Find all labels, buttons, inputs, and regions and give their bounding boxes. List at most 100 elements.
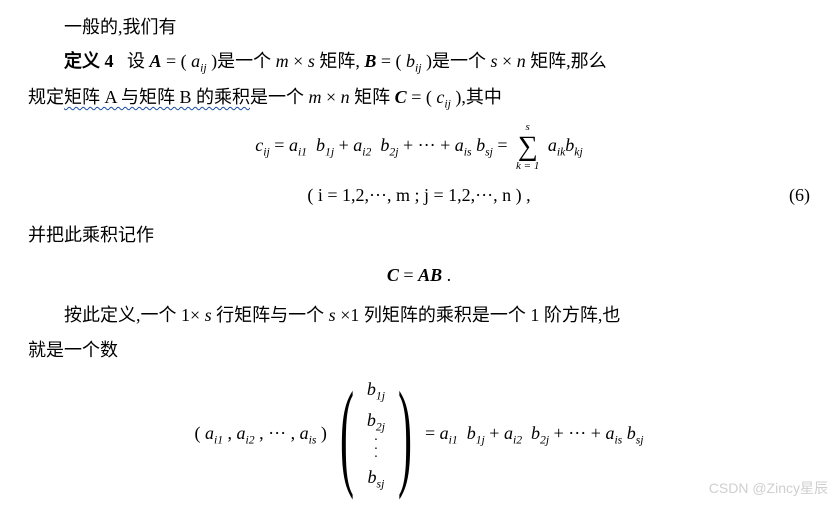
after-eq-line: 并把此乘积记作 [28, 218, 810, 252]
s: 2j [540, 434, 549, 447]
sub-ij-2: ij [415, 62, 422, 75]
sym-m: m [276, 51, 289, 71]
s: kj [574, 146, 582, 159]
b: b [565, 135, 574, 155]
c: , [255, 423, 269, 443]
s: sj [636, 434, 644, 447]
sym-n: n [517, 51, 526, 71]
s: i2 [513, 434, 522, 447]
C: C [387, 265, 399, 285]
a: a [548, 135, 557, 155]
s: is [614, 434, 622, 447]
sym-b: b [406, 51, 415, 71]
s: 1j [476, 434, 485, 447]
s: s [329, 305, 336, 325]
sym-a: a [191, 51, 200, 71]
a: a [440, 423, 449, 443]
dot: . [442, 265, 451, 285]
sub-ij: ij [200, 62, 207, 75]
def-text-3: 矩阵, [319, 51, 360, 71]
s: 2j [376, 421, 385, 434]
p: + [489, 423, 504, 443]
s: i1 [214, 434, 223, 447]
B: B [430, 265, 442, 285]
s: ik [557, 146, 565, 159]
eq-open-3: = ( [411, 87, 436, 107]
eq-open: = ( [166, 51, 191, 71]
sym-s: s [308, 51, 315, 71]
s: s [205, 305, 212, 325]
times-1: × [289, 51, 308, 71]
a: a [455, 135, 464, 155]
p: + [339, 135, 354, 155]
t: 行矩阵与一个 [216, 305, 329, 325]
a: a [353, 135, 362, 155]
b: b [367, 410, 376, 430]
a: a [237, 423, 246, 443]
equation-6-line2: ( i = 1,2,···, m ; j = 1,2,···, n ) , (6… [28, 178, 810, 212]
sum-lower: k = 1 [516, 161, 539, 172]
lp: ( [194, 423, 205, 443]
d: + ··· + [554, 423, 606, 443]
def2-mat: 矩阵 [354, 87, 395, 107]
b: b [476, 135, 485, 155]
a: a [300, 423, 309, 443]
c: , [223, 423, 237, 443]
t: ×1 列矩阵的乘积是一个 1 阶方阵,也 [340, 305, 620, 325]
s: 2j [389, 146, 398, 159]
s: i2 [362, 146, 371, 159]
d: ··· , [268, 423, 299, 443]
intro-line: 一般的,我们有 [28, 10, 810, 44]
def2-c: ),其中 [455, 87, 502, 107]
times-2: × [498, 51, 517, 71]
eq-open-2: = ( [381, 51, 406, 71]
d: + ··· + [403, 135, 455, 155]
sym-B: B [364, 51, 376, 71]
rhs: = ai1 b1j + ai2 b2j + ··· + ais bsj [425, 416, 644, 452]
eq: = [274, 135, 289, 155]
vdots-icon: ··· [374, 437, 379, 462]
equation-6-line1: cij = ai1 b1j + ai2 b2j + ··· + ais bsj … [28, 122, 810, 172]
s: i1 [449, 434, 458, 447]
def-text-5: 矩阵,那么 [530, 51, 607, 71]
s: sj [485, 146, 493, 159]
s: i2 [246, 434, 255, 447]
def2-wavy: 矩阵 A 与矩阵 B 的乘积 [64, 87, 250, 107]
times-3: × [322, 87, 341, 107]
s: i1 [298, 146, 307, 159]
eq-number-6: (6) [789, 178, 810, 212]
rp: ) [321, 423, 327, 443]
s: 1j [325, 146, 334, 159]
def2-a: 规定 [28, 87, 64, 107]
sigma: ∑ [516, 133, 539, 161]
def-text-4: )是一个 [426, 51, 491, 71]
b: b [367, 379, 376, 399]
sum-icon: s ∑ k = 1 [516, 122, 539, 172]
b: b [316, 135, 325, 155]
equation-rowcol: ( ai1 , ai2 , ··· , ais ) ( b1j b2j ··· … [28, 371, 810, 498]
s: is [464, 146, 472, 159]
sym-C: C [395, 87, 407, 107]
b: b [531, 423, 540, 443]
def-text-2: )是一个 [211, 51, 276, 71]
sub-ij-3: ij [444, 98, 451, 111]
range: ( i = 1,2,···, m ; j = 1,2,···, n ) , [307, 185, 530, 205]
sym-m-2: m [309, 87, 322, 107]
big-lparen-icon: ( [340, 383, 354, 485]
a: a [289, 135, 298, 155]
b: b [368, 467, 377, 487]
a: a [504, 423, 513, 443]
column-vector: b1j b2j ··· bsj [367, 371, 385, 498]
def-label: 定义 4 [64, 51, 114, 71]
t: 按此定义,一个 1× [64, 305, 205, 325]
def2-b: 是一个 [250, 87, 309, 107]
paragraph-2-line2: 就是一个数 [28, 333, 810, 367]
sym-s-2: s [491, 51, 498, 71]
eq2: = [497, 135, 512, 155]
b: b [627, 423, 636, 443]
definition-4-line2: 规定矩阵 A 与矩阵 B 的乘积是一个 m × n 矩阵 C = ( cij )… [28, 80, 810, 116]
big-rparen-icon: ) [398, 383, 412, 485]
definition-4-line1: 定义 4 设 A = ( aij )是一个 m × s 矩阵, B = ( bi… [28, 44, 810, 80]
s: is [309, 434, 317, 447]
s: 1j [376, 389, 385, 402]
